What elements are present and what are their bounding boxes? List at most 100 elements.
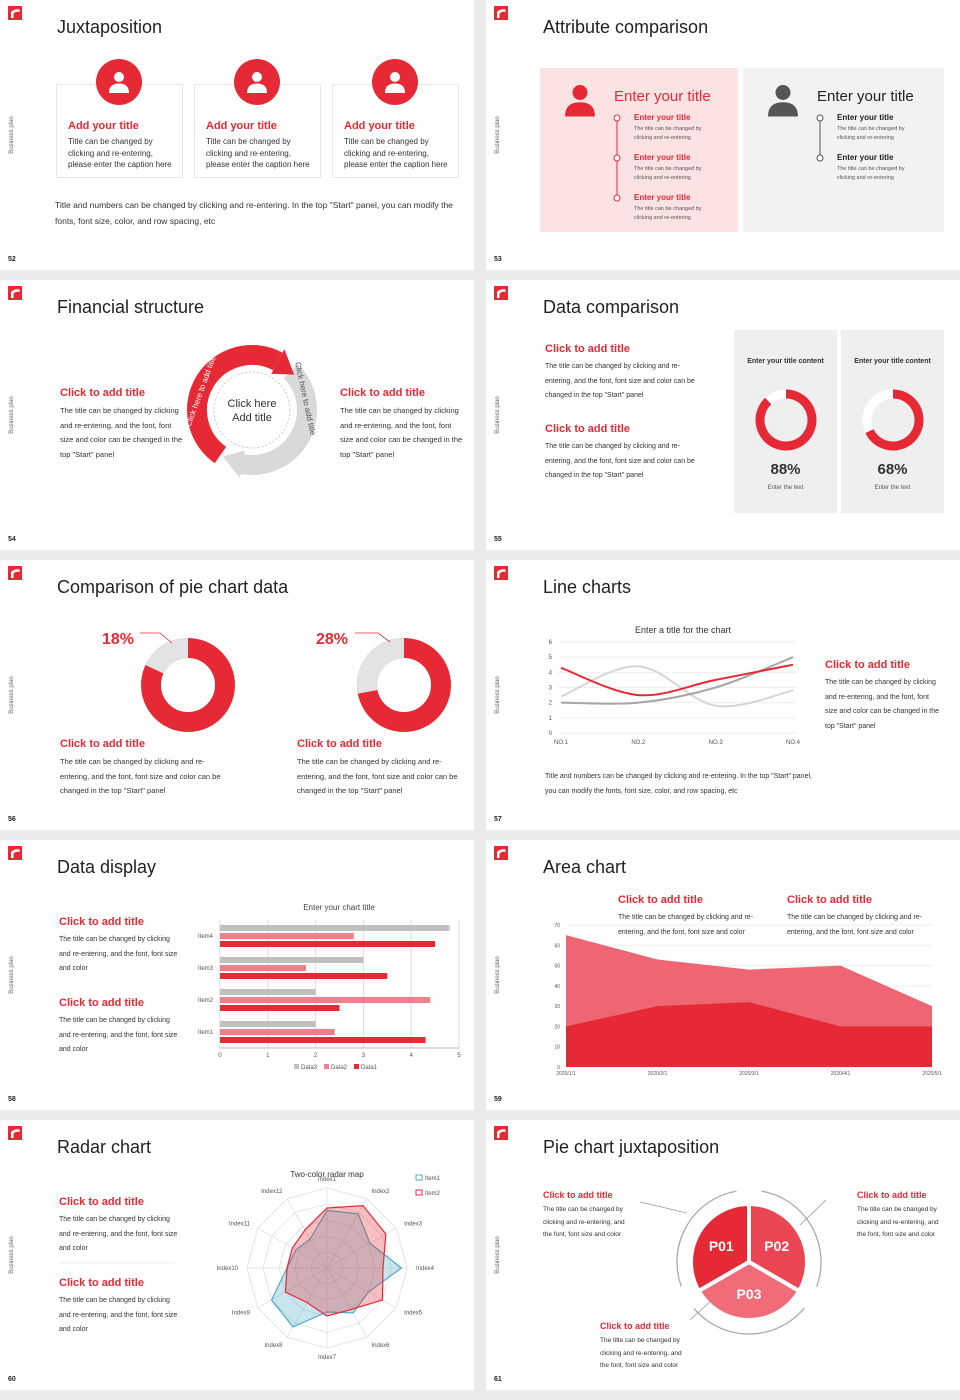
bar — [220, 933, 354, 939]
logo-glyph — [497, 9, 506, 18]
radar-label: Index1 — [318, 1177, 337, 1183]
donut-arc — [864, 389, 923, 451]
donut-arc — [145, 638, 189, 675]
item-title: Enter your title — [634, 113, 691, 122]
radar-spoke — [286, 1198, 328, 1269]
radar-label: Index6 — [372, 1343, 391, 1349]
card-title: Add your title — [206, 120, 277, 132]
block-title: Click to add title — [59, 1196, 144, 1208]
leader-line — [799, 1199, 827, 1226]
center-label: Click here Add title — [227, 398, 277, 424]
leader-line — [639, 1201, 688, 1214]
item-title: Enter your title — [837, 113, 894, 122]
card — [734, 330, 837, 513]
y-tick-label: 6 — [549, 640, 553, 646]
y-tick-label: 40 — [554, 984, 560, 990]
block-text: The title can be changed by clicking and… — [60, 406, 183, 459]
timeline-dot — [613, 154, 621, 162]
segment-label: P01 — [709, 1238, 734, 1254]
item-title: Enter your title — [634, 193, 691, 202]
slide-graphics: 0 10 20 30 40 50 60 70 2020/1/1 2020/2/1 2020/3/1 2… — [554, 923, 942, 1077]
block-text: The title can be changed by clicking and… — [600, 1337, 682, 1369]
line-series — [560, 663, 794, 697]
side-label: Business plan — [495, 676, 501, 714]
icon-body — [565, 102, 595, 117]
chart-title: Enter your chart title — [303, 903, 375, 912]
block-text: The title can be changed by clicking and… — [618, 914, 754, 936]
leader-line — [355, 632, 391, 643]
logo-glyph — [11, 849, 20, 858]
segment-label: P03 — [737, 1286, 762, 1302]
bar — [220, 957, 364, 963]
logo-glyph — [11, 9, 20, 18]
icon-head — [114, 72, 124, 82]
block-text: The title can be changed by clicking and… — [59, 936, 178, 972]
side-label: Business plan — [495, 396, 501, 434]
cycle-arrowhead — [222, 450, 245, 478]
outer-ring — [761, 1190, 822, 1287]
timeline-dot — [816, 154, 824, 162]
block-title: Click to add title — [60, 387, 145, 399]
slide: P01 P02 P03 Click to add title The title can… — [486, 1120, 960, 1390]
card-text: Title can be changed by clicking and re-… — [68, 137, 172, 169]
x-tick-label: 2020/4/1 — [831, 1071, 851, 1077]
slide-number: 60 — [8, 1376, 16, 1383]
card-text: Title can be changed by clicking and re-… — [206, 137, 310, 169]
logo-mark — [8, 6, 22, 20]
slide-number: 56 — [8, 816, 16, 823]
side-label: Business plan — [9, 116, 15, 154]
logo-mark — [8, 1126, 22, 1140]
slide: Click to add title The title can be chang… — [486, 280, 960, 550]
item-title: Enter your title — [837, 153, 894, 162]
x-tick-label: NO.3 — [709, 740, 724, 746]
slide: 18% 28% Click to add title The title can be… — [0, 560, 474, 830]
y-tick-label: Item1 — [198, 1030, 214, 1036]
y-tick-label: 60 — [554, 943, 560, 949]
block-title: Click to add title — [545, 343, 630, 355]
slide: Two-color radar map Index1 Index2 Index3 Ind… — [0, 1120, 474, 1390]
radar-spoke — [326, 1198, 368, 1269]
side-label: Business plan — [9, 1236, 15, 1274]
card-title: Add your title — [68, 120, 139, 132]
legend-label: Data3 — [301, 1065, 318, 1071]
radar-series — [284, 1205, 387, 1317]
y-tick-label: 70 — [554, 923, 560, 929]
slide-title: Juxtaposition — [57, 17, 163, 37]
block-text: The title can be changed by clicking and… — [545, 363, 695, 399]
y-tick-label: 20 — [554, 1024, 560, 1030]
icon-body — [109, 83, 129, 93]
radar-label: Index12 — [261, 1189, 283, 1195]
logo-mark — [494, 6, 508, 20]
panel-title: Enter your title — [614, 88, 711, 105]
logo — [494, 1126, 508, 1140]
y-tick-label: Item4 — [198, 934, 214, 940]
bar — [220, 1021, 316, 1027]
slide-number: 58 — [8, 1096, 16, 1103]
bar — [220, 997, 431, 1003]
cycle-center — [213, 371, 291, 449]
timeline-dot — [816, 114, 824, 122]
block-text: The title can be changed by clicking and… — [545, 443, 695, 479]
x-tick-label: 2020/5/1 — [922, 1071, 942, 1077]
card-icon — [372, 59, 418, 105]
bar — [220, 1005, 340, 1011]
logo-glyph — [497, 569, 506, 578]
legend-swatch — [294, 1064, 299, 1069]
legend-label: Data2 — [331, 1065, 348, 1071]
y-tick-label: 3 — [549, 686, 553, 692]
x-tick-label: 2020/2/1 — [648, 1071, 668, 1077]
card-value: 88% — [770, 461, 801, 478]
block-title: Click to add title — [59, 997, 144, 1009]
x-tick-label: 3 — [362, 1053, 366, 1059]
leader-line — [689, 1299, 713, 1321]
block-title: Click to add title — [857, 1190, 927, 1200]
icon-body — [247, 83, 267, 93]
slide: Enter your title Enter your title The titl… — [486, 0, 960, 270]
block-text: The title can be changed by clicking and… — [787, 914, 923, 936]
logo-mark — [8, 846, 22, 860]
slide: Click to add title The title can be chang… — [0, 840, 474, 1110]
timeline — [613, 114, 621, 202]
icon-head — [390, 72, 400, 82]
slide-number: 54 — [8, 536, 16, 543]
